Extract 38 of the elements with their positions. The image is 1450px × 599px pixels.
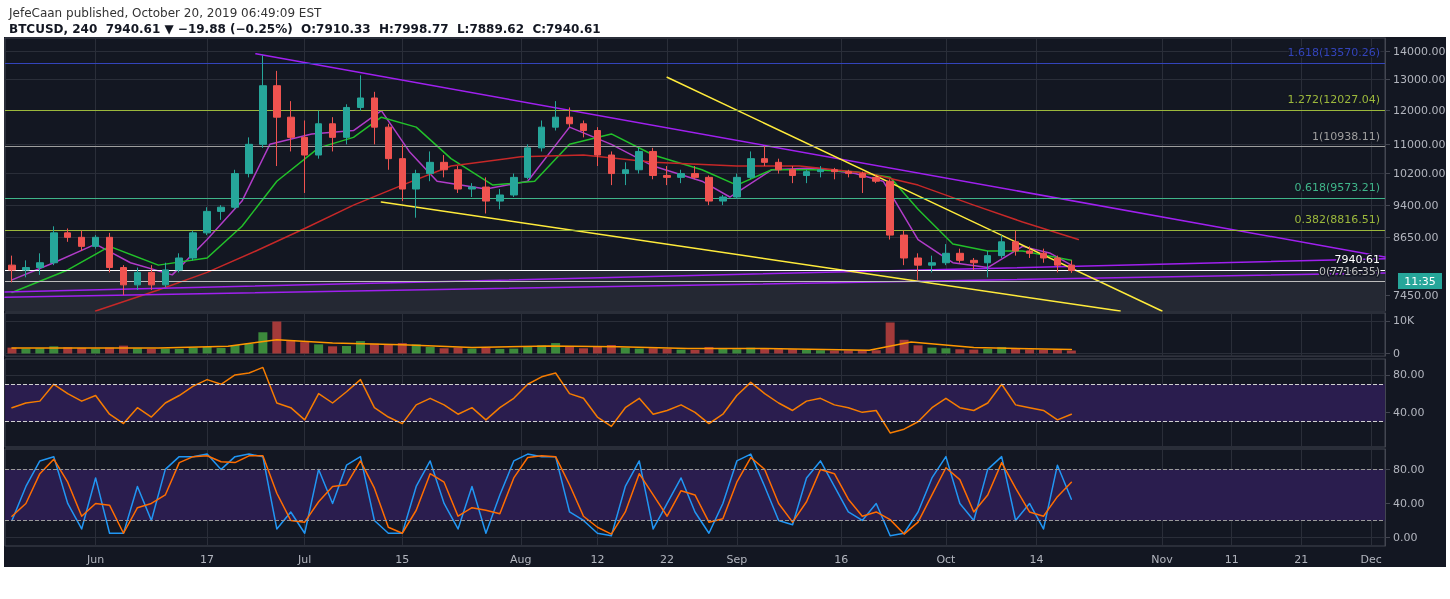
x-tick-label: 17 [200, 553, 215, 566]
y-tick-label: 0.00 [1393, 530, 1418, 544]
x-tick-label: Dec [1360, 553, 1382, 566]
y-tick-label: 11000.00 [1393, 137, 1446, 151]
y-tick-label: 12000.00 [1393, 104, 1446, 118]
text: 11:35 [1404, 274, 1436, 288]
ref-line-label: 1.618(13570.26) [1287, 46, 1380, 60]
x-tick-label: Aug [510, 553, 532, 566]
ref-line-label: 1.272(12027.04) [1287, 92, 1380, 106]
ref-line-label: 0.618(9573.21) [1294, 181, 1380, 195]
x-tick-label: Jul [297, 553, 312, 566]
y-tick-label: 13000.00 [1393, 73, 1446, 87]
ref-line-label: 1(10938.11) [1311, 129, 1380, 143]
chart-title: JefeCaan published, October 20, 2019 06:49:09 EST [8, 6, 323, 20]
y-tick-label: 14000.00 [1393, 44, 1446, 58]
x-tick-label: Nov [1151, 553, 1174, 566]
x-tick-label: 15 [395, 553, 410, 566]
y-tick-label: 80.00 [1393, 368, 1425, 382]
chart-subtitle: BTCUSD, 240 7940.61 ▼ −19.88 (−0.25%) O:7910.33 H:7998.77 L:7889.62 C:7940.61 [9, 22, 601, 36]
y-tick-label: 40.00 [1393, 496, 1425, 510]
x-tick-label: 16 [834, 553, 849, 566]
x-tick-label: 22 [660, 553, 675, 566]
y-tick-label: 80.00 [1393, 462, 1425, 476]
y-tick-label: 40.00 [1393, 405, 1425, 419]
y-tick-label: 9400.00 [1393, 198, 1439, 212]
y-tick-label: 7450.00 [1393, 288, 1439, 302]
x-tick-label: 12 [590, 553, 605, 566]
x-tick-label: Jun [86, 553, 105, 566]
x-tick-label: Sep [726, 553, 748, 566]
ref-line-label: 0.382(8816.51) [1294, 212, 1380, 226]
x-tick-label: Oct [936, 553, 957, 566]
x-tick-label: 11 [1224, 553, 1239, 566]
x-tick-label: 14 [1029, 553, 1044, 566]
y-tick-label: 0 [1393, 347, 1400, 360]
y-tick-label: 10200.00 [1393, 167, 1446, 181]
y-tick-label: 10K [1393, 314, 1415, 328]
x-tick-label: 21 [1294, 553, 1309, 566]
y-tick-label: 8650.00 [1393, 230, 1439, 244]
